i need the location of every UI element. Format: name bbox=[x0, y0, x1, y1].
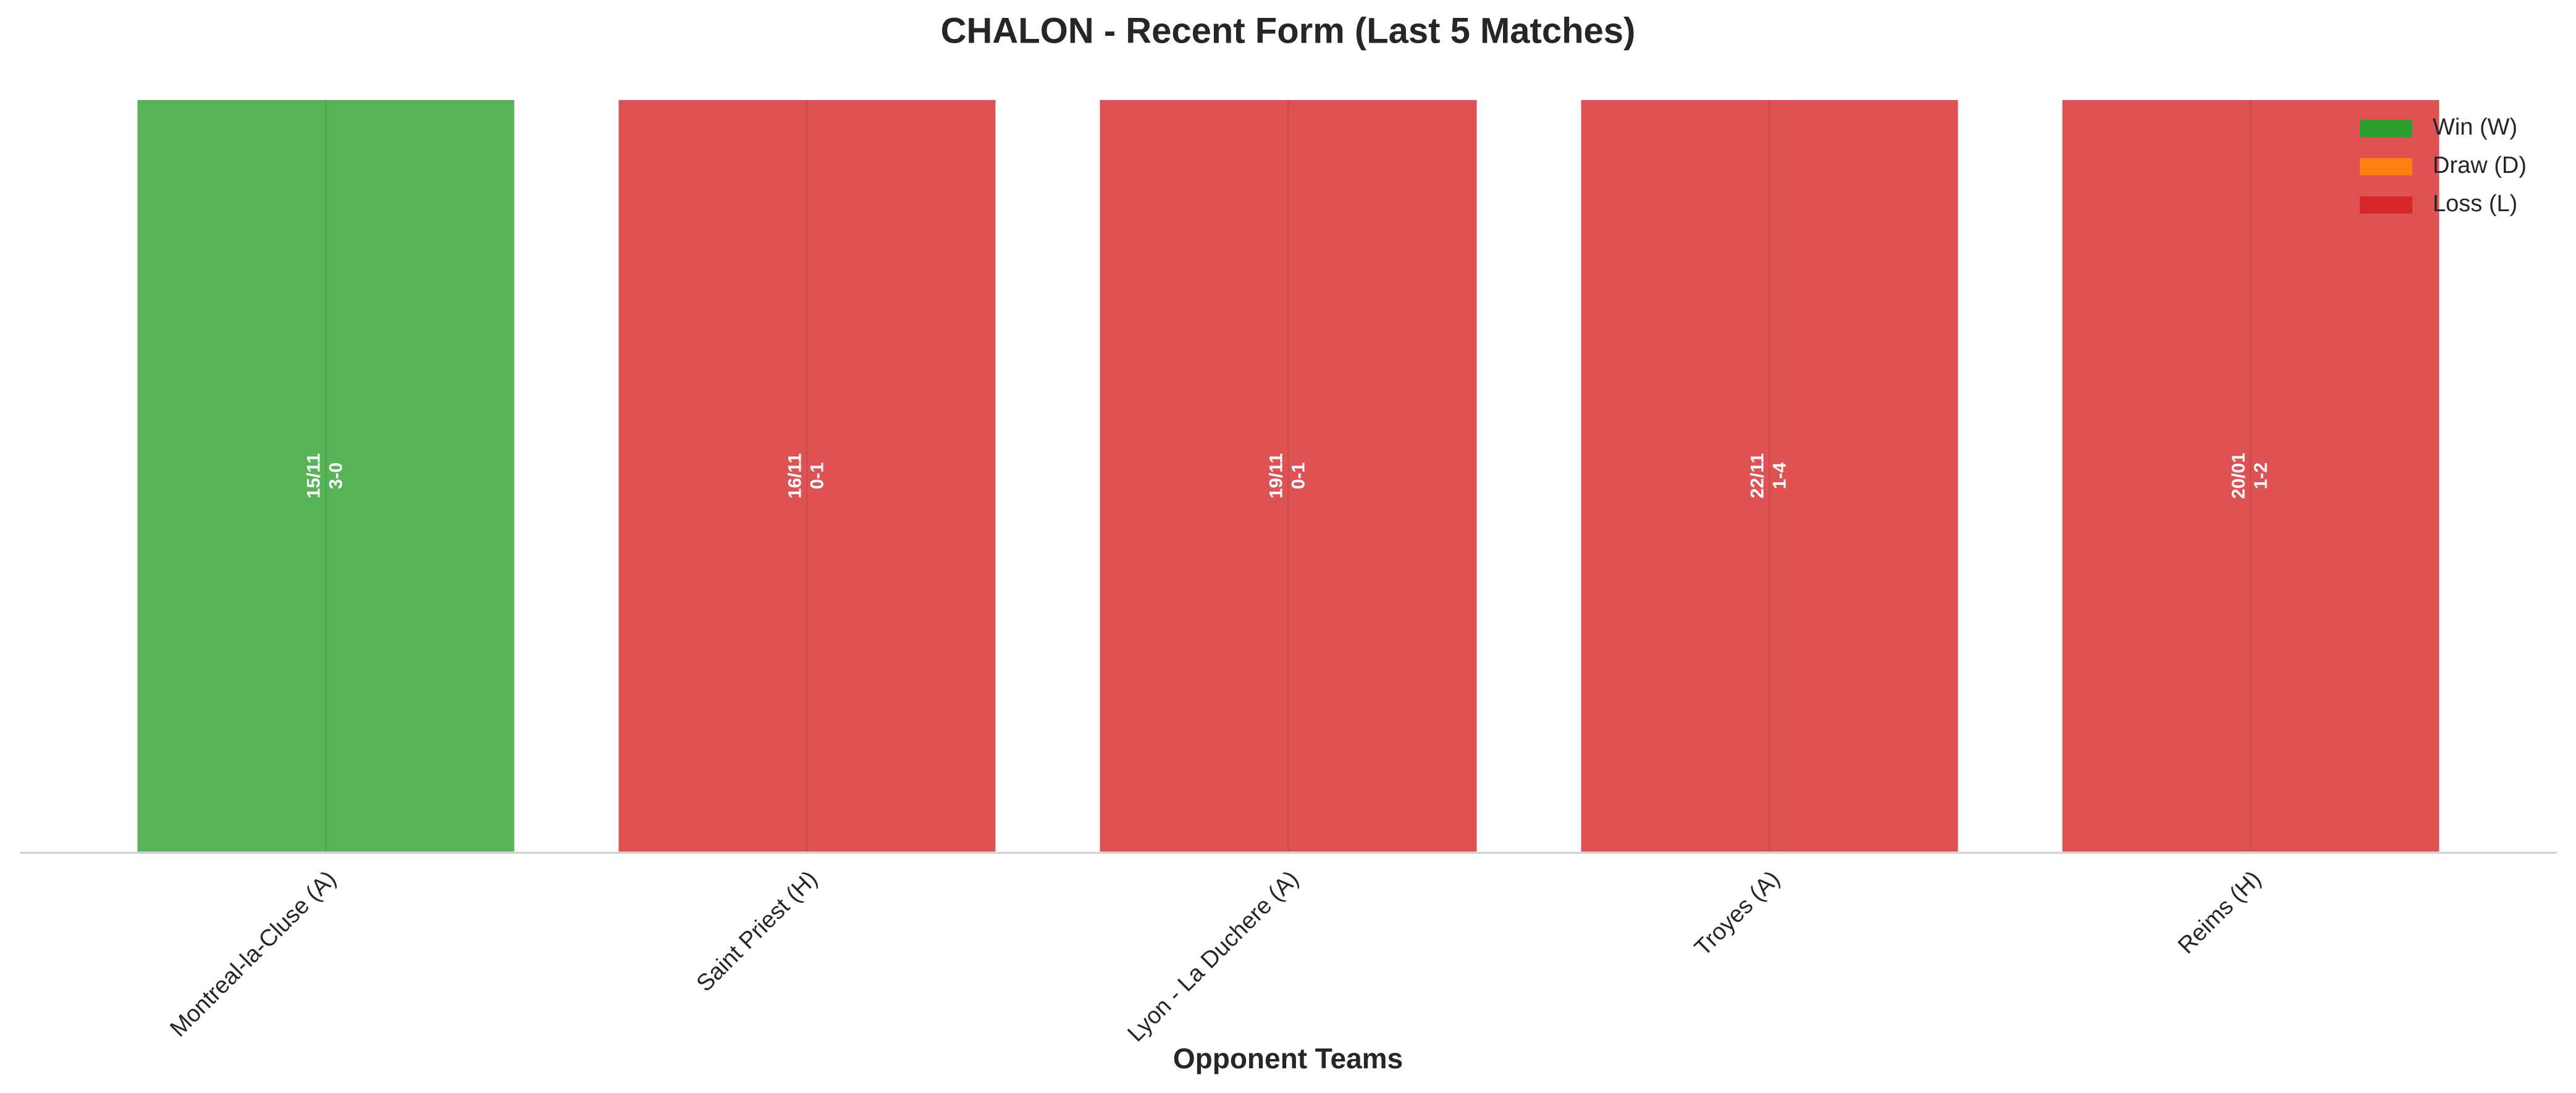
x-tick-label: Lyon - La Duchere (A) bbox=[1122, 866, 1303, 1047]
legend-label: Draw (D) bbox=[2433, 153, 2527, 178]
bar-date-label: 16/11 bbox=[785, 453, 805, 498]
x-tick-label: Reims (H) bbox=[2173, 866, 2267, 959]
x-axis-label: Opponent Teams bbox=[1173, 1042, 1403, 1074]
legend-swatch bbox=[2360, 196, 2412, 214]
chart-title: CHALON - Recent Form (Last 5 Matches) bbox=[941, 10, 1636, 51]
bar bbox=[2060, 98, 2442, 854]
legend-swatch bbox=[2360, 120, 2412, 137]
bar-score-label: 1-4 bbox=[1769, 463, 1790, 490]
legend-swatch bbox=[2360, 158, 2412, 175]
bar bbox=[1097, 98, 1480, 854]
x-tick-label: Saint Priest (H) bbox=[692, 866, 823, 997]
x-tick-label: Troyes (A) bbox=[1690, 866, 1785, 961]
x-tick-label: Montreal-la-Cluse (A) bbox=[166, 866, 342, 1042]
bar-date-label: 19/11 bbox=[1266, 453, 1286, 498]
bar bbox=[616, 98, 998, 854]
legend-label: Win (W) bbox=[2433, 114, 2517, 140]
legend-label: Loss (L) bbox=[2433, 191, 2517, 217]
bar-score-label: 1-2 bbox=[2250, 463, 2271, 489]
bar-date-label: 15/11 bbox=[303, 453, 324, 498]
bar-score-label: 0-1 bbox=[1288, 463, 1308, 489]
bar-date-label: 20/01 bbox=[2228, 453, 2249, 499]
bar-score-label: 3-0 bbox=[326, 463, 346, 489]
bar-date-label: 22/11 bbox=[1747, 453, 1767, 498]
bar bbox=[1578, 98, 1961, 854]
bar-score-label: 0-1 bbox=[807, 463, 827, 489]
bar bbox=[135, 98, 517, 854]
